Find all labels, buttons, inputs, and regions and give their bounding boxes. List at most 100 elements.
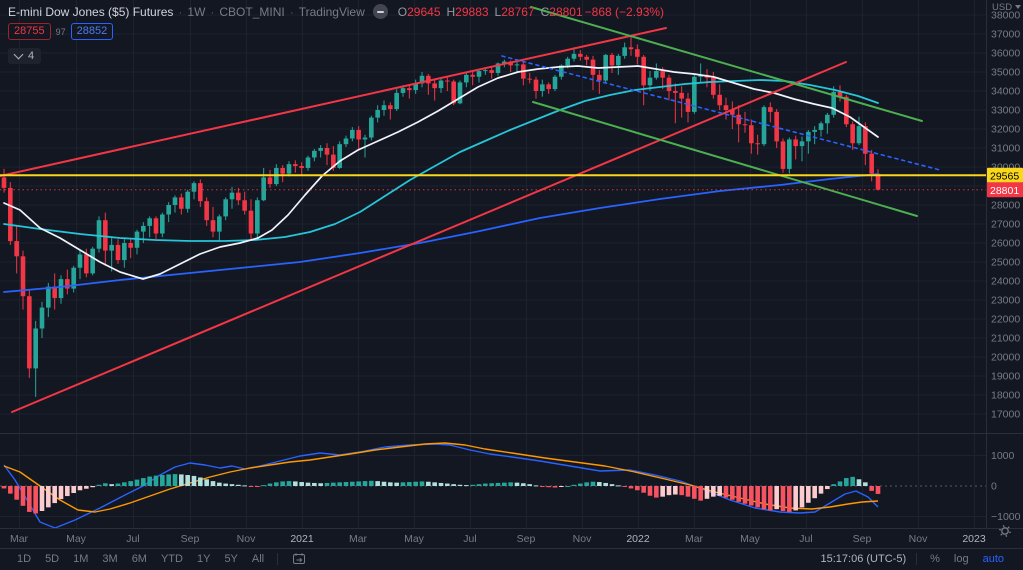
svg-text:33000: 33000 <box>991 105 1020 117</box>
svg-text:34000: 34000 <box>991 86 1020 98</box>
svg-text:28000: 28000 <box>991 200 1020 212</box>
macd-signal-line <box>3 442 879 513</box>
svg-text:38000: 38000 <box>991 10 1020 22</box>
go-to-date-icon[interactable] <box>292 552 307 566</box>
svg-text:May: May <box>404 533 425 545</box>
svg-text:Mar: Mar <box>685 533 704 545</box>
svg-text:2023: 2023 <box>962 533 986 545</box>
svg-text:Nov: Nov <box>237 533 256 545</box>
svg-text:17000: 17000 <box>991 409 1020 421</box>
svg-text:Mar: Mar <box>10 533 29 545</box>
falling-channel-lower-green <box>532 101 918 217</box>
range-button-6m[interactable]: 6M <box>131 553 147 565</box>
svg-text:Jul: Jul <box>463 533 476 545</box>
scale-button-log[interactable]: log <box>953 553 969 565</box>
svg-text:USD: USD <box>992 2 1012 13</box>
rising-channel-lower-red <box>11 61 847 413</box>
svg-text:36000: 36000 <box>991 48 1020 60</box>
svg-text:May: May <box>66 533 87 545</box>
change-value: −868 (−2.93%) <box>584 4 665 19</box>
price-level-badge-red[interactable]: 28755 <box>8 23 51 40</box>
ohlc-c: C28801 <box>540 4 583 19</box>
svg-text:19000: 19000 <box>991 371 1020 383</box>
svg-text:2021: 2021 <box>290 533 314 545</box>
price-levels[interactable] <box>0 174 986 191</box>
svg-text:Sep: Sep <box>853 533 872 545</box>
range-button-1y[interactable]: 1Y <box>196 553 211 565</box>
svg-text:21000: 21000 <box>991 333 1020 345</box>
svg-text:28801: 28801 <box>990 185 1019 197</box>
indicators-collapse-button[interactable]: 4 <box>8 48 42 64</box>
svg-text:Mar: Mar <box>349 533 368 545</box>
candlesticks[interactable] <box>1 36 881 397</box>
pane-separators <box>0 0 1023 529</box>
collapsed-count: 4 <box>28 50 35 62</box>
svg-text:May: May <box>740 533 761 545</box>
svg-text:29565: 29565 <box>990 170 1019 182</box>
range-button-5y[interactable]: 5Y <box>224 553 238 565</box>
ohlc-values: O29645 H29883 L28767 C28801 <box>398 5 583 19</box>
hide-symbol-icon[interactable] <box>372 4 388 19</box>
currency-caret-icon <box>1015 5 1021 9</box>
svg-text:23000: 23000 <box>991 295 1020 307</box>
svg-text:35000: 35000 <box>991 67 1020 79</box>
bottom-toolbar: 1D 5D 1M 3M 6M YTD 1Y 5Y All 15:17:06 (UTC-5) % l… <box>0 548 1023 569</box>
svg-text:20000: 20000 <box>991 352 1020 364</box>
falling-dashed-blue <box>501 55 941 171</box>
svg-text:Sep: Sep <box>181 533 200 545</box>
clock-button[interactable]: 15:17:06 (UTC-5) <box>820 553 907 565</box>
svg-text:Nov: Nov <box>573 533 592 545</box>
svg-text:26000: 26000 <box>991 238 1020 250</box>
axis-badge-29565: 29565 <box>987 167 1023 183</box>
toolbar-divider <box>277 553 279 565</box>
symbol-meta: 1WCBOT_MINITradingView <box>173 5 364 19</box>
moving-averages <box>3 65 879 293</box>
toolbar-divider <box>916 553 918 565</box>
svg-text:37000: 37000 <box>991 29 1020 41</box>
scale-mode-buttons: % log auto <box>923 553 1011 565</box>
macd-line <box>3 443 879 529</box>
scale-button-percent[interactable]: % <box>930 553 940 565</box>
range-button-1m[interactable]: 1M <box>73 553 89 565</box>
macd-histogram <box>1 474 881 514</box>
ohlc-h: H29883 <box>446 4 489 19</box>
price-level-middle: 97 <box>55 26 66 37</box>
range-button-all[interactable]: All <box>251 553 265 565</box>
symbol-title[interactable]: E-mini Dow Jones ($5) Futures <box>8 4 174 19</box>
axis-badge-28801: 28801 <box>987 182 1023 198</box>
chevron-down-icon <box>13 49 24 60</box>
ma-slow-teal <box>3 79 879 242</box>
range-button-3m[interactable]: 3M <box>102 553 118 565</box>
range-button-ytd[interactable]: YTD <box>160 553 183 565</box>
svg-text:Sep: Sep <box>517 533 536 545</box>
symbol-meta-item: TradingView <box>285 5 365 19</box>
svg-text:2022: 2022 <box>626 533 650 545</box>
svg-text:24000: 24000 <box>991 276 1020 288</box>
symbol-meta-item: 1W <box>173 5 205 19</box>
range-button-1d[interactable]: 1D <box>17 553 32 565</box>
scale-settings-gear-icon[interactable] <box>999 525 1011 537</box>
svg-text:Jul: Jul <box>799 533 812 545</box>
svg-text:1000: 1000 <box>991 450 1015 462</box>
trendlines[interactable] <box>0 6 941 413</box>
scale-button-auto[interactable]: auto <box>982 553 1004 565</box>
ohlc-o: O29645 <box>397 4 441 19</box>
ma-fast-white <box>3 65 879 280</box>
symbol-legend: E-mini Dow Jones ($5) Futures 1WCBOT_MIN… <box>8 4 664 64</box>
svg-text:32000: 32000 <box>991 124 1020 136</box>
svg-text:−1000: −1000 <box>991 511 1021 523</box>
svg-text:0: 0 <box>991 481 997 493</box>
svg-text:18000: 18000 <box>991 390 1020 402</box>
range-button-5d[interactable]: 5D <box>45 553 60 565</box>
time-axis[interactable]: Mar May Jul Sep Nov 2021 Mar May Jul Sep Nov 2022 Ma… <box>10 533 986 545</box>
date-range-buttons: 1D 5D 1M 3M 6M YTD 1Y 5Y All <box>10 552 307 566</box>
svg-text:22000: 22000 <box>991 314 1020 326</box>
price-level-badge-blue[interactable]: 28852 <box>70 23 114 40</box>
ohlc-l: L28767 <box>494 4 535 19</box>
symbol-meta-item: CBOT_MINI <box>205 5 284 19</box>
svg-text:Jul: Jul <box>126 533 139 545</box>
svg-text:27000: 27000 <box>991 219 1020 231</box>
